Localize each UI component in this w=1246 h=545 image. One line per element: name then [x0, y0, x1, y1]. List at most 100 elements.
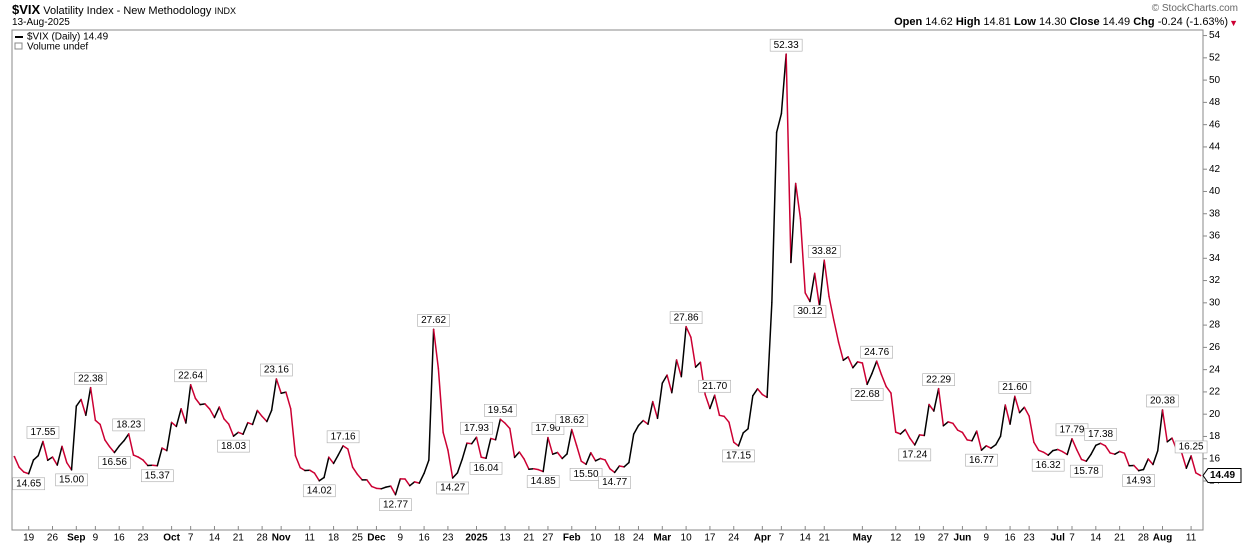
value-label-text: 19.54 — [488, 405, 513, 416]
x-tick-label: 26 — [47, 533, 59, 544]
line-segment — [685, 325, 692, 338]
value-label: 21.70 — [698, 379, 731, 393]
line-segment — [609, 468, 616, 474]
line-segment — [313, 472, 321, 482]
legend-note: Volume undef — [27, 42, 88, 53]
value-label-text: 21.60 — [1002, 382, 1027, 393]
x-tick-label: 16 — [114, 533, 126, 544]
value-label-text: 52.33 — [774, 40, 799, 51]
line-segment — [656, 382, 664, 420]
line-segment — [728, 421, 735, 443]
value-label-box — [769, 38, 803, 52]
value-label-text: 14.77 — [602, 477, 627, 488]
line-segment — [732, 441, 740, 447]
value-label: 22.64 — [174, 369, 207, 383]
value-label-box — [417, 314, 450, 327]
value-label-box — [1031, 458, 1065, 472]
line-segment — [680, 325, 687, 378]
quote-value: -0.24 (-1.63%) — [1157, 16, 1228, 28]
line-segment — [342, 445, 349, 450]
x-tick-label: 27 — [938, 533, 950, 544]
line-segment — [694, 361, 702, 368]
y-tick-label: 32 — [1209, 275, 1221, 286]
line-segment — [32, 454, 39, 461]
line-segment — [351, 466, 359, 476]
value-label-text: 22.68 — [855, 389, 880, 400]
value-label: 16.77 — [965, 453, 998, 467]
value-label-text: 18.62 — [559, 415, 584, 426]
value-label: 30.12 — [793, 305, 827, 318]
line-segment — [861, 362, 868, 386]
y-tick-label: 36 — [1209, 231, 1221, 242]
value-label-box — [526, 475, 560, 488]
y-tick-label: 30 — [1209, 297, 1221, 308]
line-segment — [652, 400, 659, 420]
x-tick-label: May — [853, 533, 873, 544]
line-segment — [1133, 464, 1140, 472]
value-label: 14.65 — [12, 477, 45, 491]
line-segment — [447, 449, 454, 479]
line-segment — [299, 466, 306, 472]
line-segment — [404, 478, 411, 487]
value-label-box — [141, 469, 174, 483]
line-segment — [785, 53, 792, 264]
line-segment — [637, 419, 644, 427]
value-label-box — [26, 426, 60, 439]
line-segment — [37, 440, 44, 457]
line-segment — [1080, 458, 1088, 462]
line-segment — [875, 360, 883, 376]
value-label-text: 33.82 — [812, 246, 837, 257]
line-segment — [194, 397, 201, 406]
line-segment — [842, 356, 849, 362]
x-tick-label: 23 — [442, 533, 454, 544]
line-segment — [23, 471, 30, 475]
value-label-box — [1069, 464, 1103, 478]
x-tick-label: 9 — [93, 533, 99, 544]
line-segment — [852, 361, 859, 369]
x-tick-label: 11 — [1186, 533, 1197, 544]
line-segment — [242, 421, 249, 435]
line-segment — [56, 445, 63, 466]
line-segment — [1123, 452, 1130, 467]
line-segment — [370, 485, 378, 490]
line-segment — [942, 421, 949, 427]
line-segment — [1114, 450, 1121, 455]
line-segment — [933, 387, 940, 412]
value-label: 18.03 — [217, 439, 250, 453]
line-segment — [237, 431, 244, 435]
value-label-text: 17.38 — [1088, 429, 1113, 440]
y-tick-label: 38 — [1209, 208, 1221, 219]
value-label-box — [326, 430, 360, 444]
line-segment — [542, 436, 549, 473]
value-label-box — [174, 369, 207, 383]
line-segment — [75, 398, 82, 407]
line-segment — [180, 407, 187, 424]
line-segment — [266, 409, 273, 423]
x-tick-label: 18 — [614, 533, 626, 544]
x-tick-label: 18 — [328, 533, 340, 544]
line-segment — [61, 445, 68, 464]
value-label-box — [74, 372, 107, 385]
line-segment — [1147, 458, 1154, 466]
line-segment — [585, 451, 592, 466]
line-segment — [575, 444, 583, 463]
line-segment — [1104, 445, 1111, 454]
x-tick-label: 10 — [681, 533, 693, 544]
line-segment — [604, 459, 611, 470]
value-label-text: 23.16 — [264, 365, 289, 376]
line-segment — [451, 472, 459, 479]
x-tick-label: 23 — [137, 533, 149, 544]
line-segment — [766, 301, 773, 399]
line-segment — [89, 386, 97, 422]
line-segment — [1109, 452, 1116, 455]
line-segment — [51, 456, 59, 466]
line-segment — [790, 182, 797, 264]
value-label-text: 18.03 — [221, 441, 246, 452]
line-segment — [285, 391, 292, 410]
line-segment — [995, 435, 1002, 446]
x-tick-label: Jul — [1050, 533, 1065, 544]
line-segment — [923, 403, 930, 437]
value-label-box — [793, 305, 827, 318]
line-segment — [442, 431, 449, 451]
x-tick-label: 25 — [352, 533, 364, 544]
